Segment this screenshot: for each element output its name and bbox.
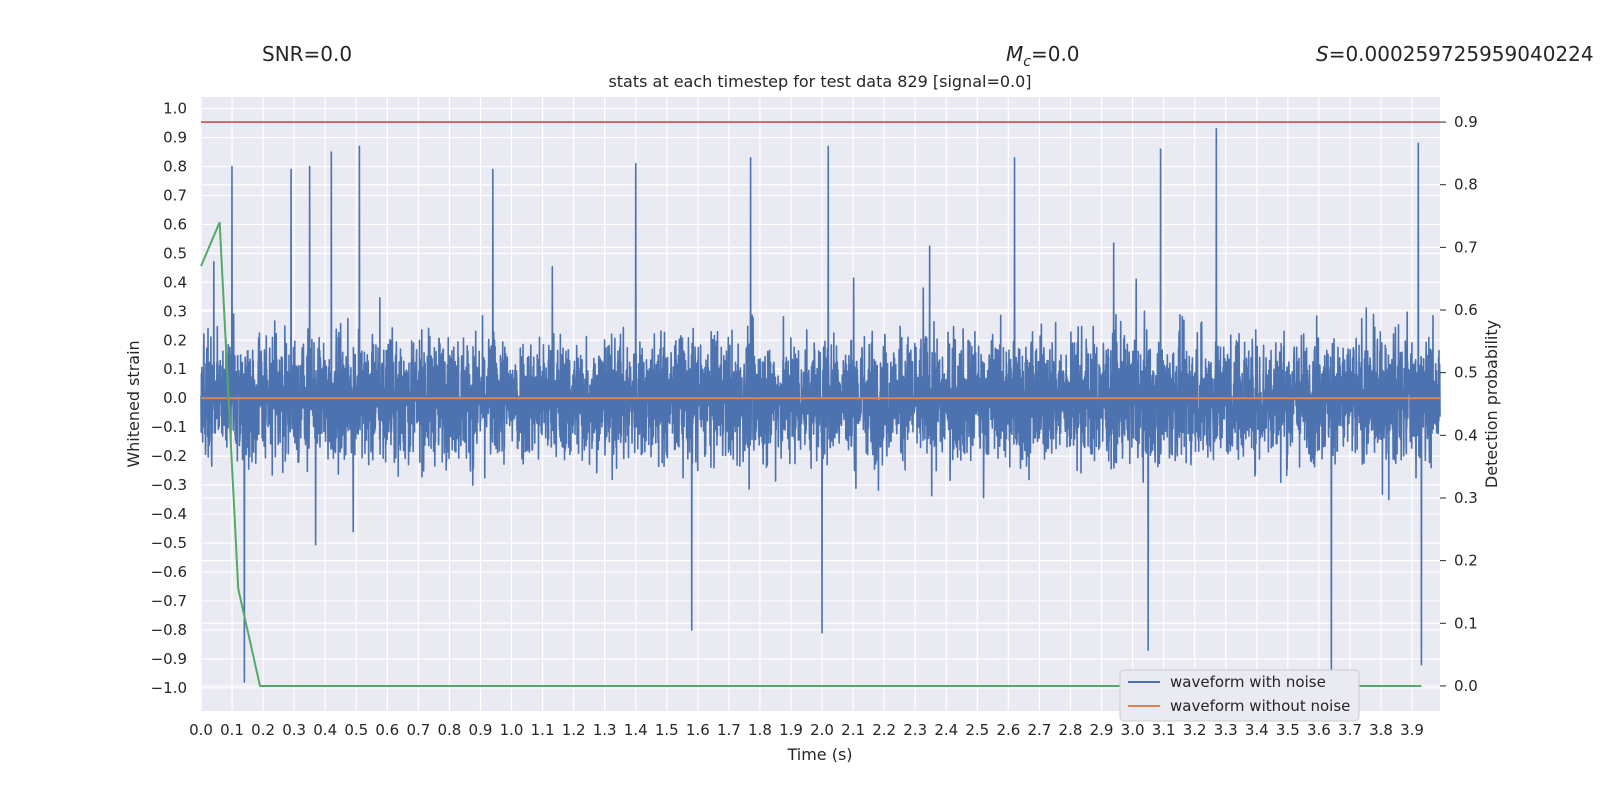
x-tick-label: 3.2 bbox=[1183, 721, 1207, 739]
legend-label-noise: waveform with noise bbox=[1170, 673, 1326, 691]
legend-label-clean: waveform without noise bbox=[1170, 697, 1350, 715]
x-tick-label: 1.9 bbox=[779, 721, 803, 739]
x-tick-label: 0.7 bbox=[406, 721, 430, 739]
x-axis-label: Time (s) bbox=[786, 745, 852, 764]
x-tick-label: 1.1 bbox=[531, 721, 555, 739]
x-tick-label: 1.6 bbox=[686, 721, 710, 739]
y-tick-label: −0.8 bbox=[151, 621, 187, 639]
y-tick-label: −0.7 bbox=[151, 592, 187, 610]
x-tick-label: 0.2 bbox=[251, 721, 275, 739]
series-detection-probability bbox=[200, 221, 1422, 687]
y-tick-label: 0.1 bbox=[163, 360, 187, 378]
x-tick-label: 2.2 bbox=[872, 721, 896, 739]
y-axis-label: Whitened strain bbox=[124, 340, 143, 467]
x-tick-label: 0.4 bbox=[313, 721, 337, 739]
mc-subscript: c bbox=[1023, 54, 1031, 70]
y-tick-label: −0.2 bbox=[151, 447, 187, 465]
y-tick-label: 0.4 bbox=[163, 273, 187, 291]
s-label: S=0.000259725959040224 bbox=[1316, 42, 1594, 66]
x-tick-label: 3.0 bbox=[1121, 721, 1145, 739]
snr-label: SNR=0.0 bbox=[262, 42, 352, 66]
y2-tick-label: 0.7 bbox=[1454, 238, 1478, 256]
x-tick-label: 2.1 bbox=[841, 721, 865, 739]
x-axis-ticks: 0.0 0.1 0.2 0.3 0.4 0.5 0.6 0.7 0.8 0.9 1.0 1.1 1.2 1… bbox=[189, 721, 1424, 739]
legend: waveform with noise waveform without noi… bbox=[1119, 669, 1360, 722]
x-tick-label: 0.3 bbox=[282, 721, 306, 739]
y-tick-label: 0.9 bbox=[163, 129, 187, 147]
y2-tick-label: 0.2 bbox=[1454, 552, 1478, 570]
y-tick-label: −0.5 bbox=[151, 534, 187, 552]
y2-axis-label: Detection probability bbox=[1482, 320, 1501, 488]
x-tick-label: 1.2 bbox=[562, 721, 586, 739]
x-tick-label: 3.1 bbox=[1152, 721, 1176, 739]
y2-tick-label: 0.6 bbox=[1454, 301, 1478, 319]
x-tick-label: 2.6 bbox=[996, 721, 1020, 739]
mc-label: Mc=0.0 bbox=[1006, 42, 1080, 70]
y2-tick-label: 0.5 bbox=[1454, 364, 1478, 382]
x-tick-label: 2.3 bbox=[903, 721, 927, 739]
x-tick-label: 1.8 bbox=[748, 721, 772, 739]
y-tick-label: 0.2 bbox=[163, 331, 187, 349]
x-tick-label: 1.0 bbox=[500, 721, 524, 739]
x-tick-label: 3.6 bbox=[1307, 721, 1331, 739]
y-tick-label: −0.4 bbox=[151, 505, 187, 523]
x-tick-label: 1.5 bbox=[655, 721, 679, 739]
x-tick-label: 0.5 bbox=[344, 721, 368, 739]
x-tick-label: 3.8 bbox=[1369, 721, 1393, 739]
y2-axis-ticks: 0.9 0.8 0.7 0.6 0.5 0.4 0.3 0.2 0.1 0.0 bbox=[1440, 113, 1478, 695]
chart-title: stats at each timestep for test data 829… bbox=[608, 72, 1031, 91]
x-tick-label: 1.7 bbox=[717, 721, 741, 739]
x-tick-label: 2.9 bbox=[1090, 721, 1114, 739]
y-tick-label: −1.0 bbox=[151, 679, 187, 697]
y2-tick-label: 0.8 bbox=[1454, 176, 1478, 194]
y2-tick-label: 0.1 bbox=[1454, 614, 1478, 632]
x-tick-label: 2.5 bbox=[965, 721, 989, 739]
x-tick-label: 2.4 bbox=[934, 721, 958, 739]
y-tick-label: 0.6 bbox=[163, 215, 187, 233]
x-tick-label: 3.4 bbox=[1245, 721, 1269, 739]
y-tick-label: −0.9 bbox=[151, 650, 187, 668]
x-tick-label: 3.3 bbox=[1214, 721, 1238, 739]
s-symbol: S bbox=[1316, 42, 1329, 66]
y-tick-label: 0.7 bbox=[163, 186, 187, 204]
x-tick-label: 0.9 bbox=[469, 721, 493, 739]
x-tick-label: 3.9 bbox=[1400, 721, 1424, 739]
y-tick-label: −0.3 bbox=[151, 476, 187, 494]
mc-value: =0.0 bbox=[1031, 42, 1080, 66]
y-tick-label: 0.0 bbox=[163, 389, 187, 407]
s-value: =0.000259725959040224 bbox=[1329, 42, 1594, 66]
x-tick-label: 0.8 bbox=[437, 721, 461, 739]
x-tick-label: 3.7 bbox=[1338, 721, 1362, 739]
y2-tick-label: 0.4 bbox=[1454, 426, 1478, 444]
y2-tick-label: 0.3 bbox=[1454, 489, 1478, 507]
y2-tick-label: 0.9 bbox=[1454, 113, 1478, 131]
y-tick-label: 1.0 bbox=[163, 100, 187, 118]
x-tick-label: 0.6 bbox=[375, 721, 399, 739]
probability-line bbox=[200, 221, 1422, 687]
x-tick-label: 1.3 bbox=[593, 721, 617, 739]
x-tick-label: 3.5 bbox=[1276, 721, 1300, 739]
y2-tick-label: 0.0 bbox=[1454, 677, 1478, 695]
x-tick-label: 0.0 bbox=[189, 721, 213, 739]
y-tick-label: 0.3 bbox=[163, 302, 187, 320]
legend-box bbox=[1119, 669, 1360, 722]
x-tick-label: 2.0 bbox=[810, 721, 834, 739]
x-tick-label: 0.1 bbox=[220, 721, 244, 739]
series-waveform-with-noise bbox=[200, 128, 1441, 683]
x-tick-label: 2.8 bbox=[1059, 721, 1083, 739]
x-tick-label: 2.7 bbox=[1027, 721, 1051, 739]
y-tick-label: −0.1 bbox=[151, 418, 187, 436]
y-axis-ticks: 1.0 0.9 0.8 0.7 0.6 0.5 0.4 0.3 0.2 0.1 0.0 −0.1 −0.… bbox=[151, 100, 187, 697]
noise-line bbox=[200, 128, 1441, 683]
x-tick-label: 1.4 bbox=[624, 721, 648, 739]
mc-symbol: M bbox=[1006, 42, 1023, 66]
y-tick-label: 0.8 bbox=[163, 158, 187, 176]
y-tick-label: −0.6 bbox=[151, 563, 187, 581]
y-tick-label: 0.5 bbox=[163, 244, 187, 262]
